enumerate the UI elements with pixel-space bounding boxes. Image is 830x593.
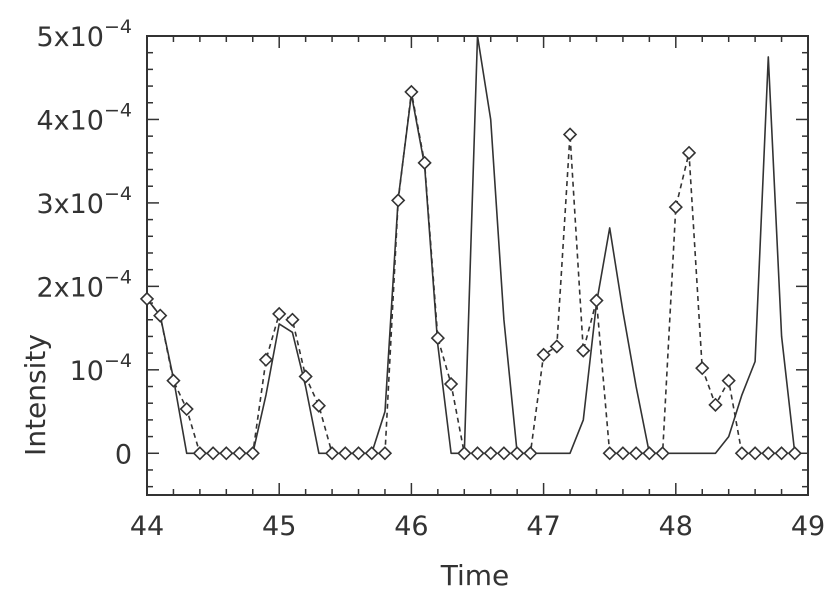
y-tick-label: 2x10−4 — [36, 266, 132, 303]
data-point-diamond — [364, 446, 379, 461]
y-axis-title: Intensity — [19, 334, 52, 456]
x-tick-label: 49 — [791, 511, 825, 542]
data-point-diamond — [536, 347, 551, 362]
y-tick-label: 10−4 — [70, 350, 132, 387]
data-point-diamond — [523, 446, 538, 461]
data-point-diamond — [602, 446, 617, 461]
data-point-diamond — [668, 199, 683, 215]
data-point-diamond — [642, 446, 657, 461]
data-point-diamond — [258, 352, 274, 367]
y-tick-exponent: −4 — [104, 183, 132, 205]
data-point-diamond — [510, 446, 525, 461]
data-point-diamond — [245, 446, 260, 461]
data-point-diamond — [153, 308, 168, 323]
data-point-diamond — [232, 446, 247, 461]
x-tick-label: 48 — [659, 511, 693, 542]
data-point-diamond — [179, 401, 194, 417]
y-tick-mantissa: 0 — [115, 439, 132, 470]
series-line-solid — [146, 35, 796, 455]
data-point-diamond — [655, 446, 670, 461]
data-point-diamond — [298, 369, 313, 384]
y-tick-label: 5x10−4 — [36, 16, 132, 53]
data-point-diamond — [562, 127, 578, 142]
y-tick-mantissa: 4x10 — [36, 105, 104, 136]
data-point-diamond — [443, 376, 459, 392]
data-point-diamond — [219, 446, 234, 461]
data-point-diamond — [747, 446, 763, 461]
y-tick-mantissa: 3x10 — [36, 189, 104, 220]
x-ticks: 44 45 46 47 48 49 — [130, 36, 825, 542]
y-tick-exponent: −4 — [104, 99, 132, 121]
y-tick-mantissa: 5x10 — [36, 22, 104, 53]
data-point-diamond — [391, 193, 406, 208]
data-point-diamond — [338, 446, 353, 461]
data-point-diamond — [708, 397, 723, 413]
data-point-diamond — [681, 145, 697, 160]
data-point-diamond — [351, 446, 366, 461]
y-tick-exponent: −4 — [104, 16, 132, 38]
y-tick-exponent: −4 — [104, 266, 132, 288]
data-point-diamond — [576, 343, 591, 358]
y-tick-mantissa: 2x10 — [36, 272, 104, 303]
data-point-diamond — [549, 339, 564, 354]
data-point-diamond — [192, 446, 208, 461]
data-point-diamond — [139, 291, 155, 307]
data-point-diamond — [589, 293, 604, 308]
data-point-diamond — [430, 330, 445, 346]
data-point-diamond — [496, 446, 512, 461]
data-point-diamond — [457, 446, 472, 461]
data-point-diamond — [311, 398, 326, 413]
data-point-diamond — [695, 361, 710, 376]
data-point-diamond — [285, 312, 300, 327]
data-point-diamond — [483, 446, 498, 461]
y-tick-exponent: −4 — [104, 350, 132, 372]
data-point-diamond — [272, 306, 287, 322]
data-point-diamond — [417, 155, 432, 170]
x-tick-label: 47 — [526, 511, 560, 542]
data-point-diamond — [470, 446, 485, 461]
y-tick-mantissa: 10 — [70, 356, 104, 387]
x-tick-label: 46 — [394, 511, 428, 542]
x-tick-label: 45 — [262, 511, 296, 542]
x-tick-label: 44 — [130, 511, 164, 542]
data-point-diamond — [404, 84, 419, 100]
data-point-diamond — [761, 446, 776, 461]
series-line-dashed — [146, 91, 795, 455]
plot-frame — [146, 35, 809, 496]
series-layer — [139, 35, 802, 461]
data-point-diamond — [629, 446, 644, 461]
y-tick-label: 4x10−4 — [36, 99, 132, 136]
data-point-diamond — [324, 446, 340, 461]
data-point-diamond — [721, 373, 736, 388]
y-tick-label: 3x10−4 — [36, 183, 132, 220]
x-axis-title: Time — [440, 559, 510, 592]
data-point-diamond — [787, 446, 802, 461]
data-point-diamond — [205, 446, 221, 461]
data-point-diamond — [734, 446, 750, 461]
data-point-diamond — [615, 446, 631, 461]
y-tick-label: 0 — [115, 439, 132, 470]
data-point-diamond — [166, 373, 181, 388]
data-point-diamond — [377, 446, 393, 461]
data-point-diamond — [774, 446, 789, 461]
